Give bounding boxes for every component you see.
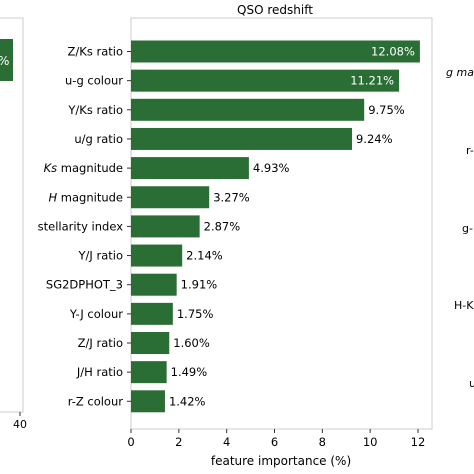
right-panel-label: H-K xyxy=(454,299,474,312)
y-tick-label: J/H ratio xyxy=(76,365,123,379)
y-tick-label: u-g colour xyxy=(65,74,123,88)
chart-title: QSO redshift xyxy=(237,3,313,17)
bar-value-label: 2.14% xyxy=(186,249,223,263)
y-tick-label: Y-J colour xyxy=(69,307,123,321)
bar xyxy=(131,98,365,121)
bar-value-label: 1.49% xyxy=(171,365,208,379)
y-tick-label: u/g ratio xyxy=(74,132,123,146)
bar xyxy=(131,127,352,150)
y-tick-label: Z/J ratio xyxy=(78,336,123,350)
x-tick-label: 10 xyxy=(363,435,378,449)
x-axis-label: feature importance (%) xyxy=(211,454,351,468)
bar xyxy=(131,69,400,92)
x-tick-label: 8 xyxy=(319,435,326,449)
bar-value-label: 1.60% xyxy=(173,336,210,350)
right-panel: g ma r- g- H-K u xyxy=(446,66,474,390)
y-tick-label: Ks magnitude xyxy=(44,161,123,175)
bar xyxy=(131,157,249,180)
bar xyxy=(131,215,200,238)
x-tick-label: 12 xyxy=(411,435,426,449)
x-tick-label: 2 xyxy=(175,435,182,449)
bar xyxy=(131,361,167,384)
x-tick-label: 4 xyxy=(223,435,230,449)
bar xyxy=(131,40,420,63)
bar xyxy=(131,390,165,413)
left-panel-frame xyxy=(0,17,24,413)
x-tick-label: 6 xyxy=(271,435,278,449)
left-panel-tick-label: 40 xyxy=(13,418,27,431)
bar-value-label: 9.24% xyxy=(356,132,393,146)
y-tick-label: Z/Ks ratio xyxy=(68,45,123,59)
bar-value-label: 1.42% xyxy=(169,394,206,408)
bar xyxy=(131,244,183,267)
bar-value-label: 4.93% xyxy=(253,161,290,175)
right-panel-label: g ma xyxy=(446,66,474,79)
y-tick-label: H magnitude xyxy=(48,190,123,204)
bar-value-label: 1.91% xyxy=(181,278,218,292)
bar-value-label: 11.21% xyxy=(350,74,394,88)
bar xyxy=(131,332,170,354)
left-panel-bar xyxy=(0,39,13,81)
bar-value-label: 1.75% xyxy=(177,307,214,321)
bar xyxy=(131,302,173,325)
y-tick-label: r-Z colour xyxy=(68,394,124,408)
y-tick-label: SG2DPHOT_3 xyxy=(46,278,123,292)
right-panel-label: g- xyxy=(462,222,473,235)
x-tick-label: 0 xyxy=(127,435,134,449)
bar xyxy=(131,186,210,209)
bar-value-label: 12.08% xyxy=(371,45,415,59)
left-panel-bar-label: % xyxy=(0,54,9,68)
y-tick-label: stellarity index xyxy=(38,219,124,233)
right-panel-label: r- xyxy=(466,144,474,157)
bar-value-label: 3.27% xyxy=(213,190,250,204)
y-tick-label: Y/J ratio xyxy=(78,249,123,263)
left-panel: % 40 xyxy=(0,17,27,431)
y-tick-label: Y/Ks ratio xyxy=(67,103,123,117)
main-panel: QSO redshift 12.08% 11.21% 9.75% 9.24% 4.93%… xyxy=(38,3,433,468)
bar-value-label: 9.75% xyxy=(368,103,405,117)
bar-value-label: 2.87% xyxy=(204,219,241,233)
bar xyxy=(131,273,177,296)
right-panel-label: u xyxy=(469,377,474,390)
